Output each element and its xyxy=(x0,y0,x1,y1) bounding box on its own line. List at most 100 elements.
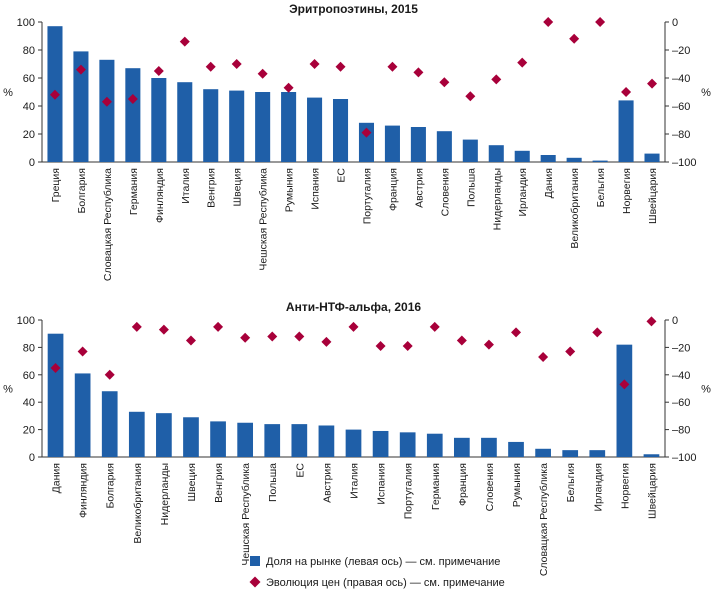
price-marker-8 xyxy=(267,331,278,342)
bar-21 xyxy=(592,160,608,162)
category-label: Болгария xyxy=(105,463,117,508)
price-marker-11 xyxy=(335,61,346,72)
legend-bar-swatch xyxy=(250,556,260,566)
bar-11 xyxy=(332,99,349,162)
left-tick-label: 0 xyxy=(29,157,35,169)
price-marker-0 xyxy=(49,89,60,100)
left-tick-label: 60 xyxy=(23,370,35,382)
category-label: Ирландия xyxy=(592,463,604,511)
left-tick-label: 40 xyxy=(23,101,35,113)
bar-8 xyxy=(264,424,281,457)
price-marker-3 xyxy=(127,94,138,104)
bar-19 xyxy=(540,155,556,162)
category-label: Португалия xyxy=(361,168,373,224)
left-tick-label: 100 xyxy=(17,315,35,327)
category-label: Швейцария xyxy=(647,168,659,224)
category-label: Бельгия xyxy=(595,168,607,207)
category-label: Франция xyxy=(457,463,469,506)
bar-14 xyxy=(426,433,443,457)
legend: Доля на рынке (левая ось) — см. примечан… xyxy=(249,556,505,589)
price-marker-22 xyxy=(646,316,657,327)
category-label: Италия xyxy=(180,168,192,204)
bar-19 xyxy=(562,450,579,457)
price-marker-23 xyxy=(647,78,658,89)
price-marker-2 xyxy=(104,369,115,380)
right-tick-label: –60 xyxy=(672,101,690,113)
price-marker-10 xyxy=(321,336,332,347)
category-label: Польша xyxy=(465,168,477,207)
bar-3 xyxy=(125,68,141,162)
bar-20 xyxy=(589,450,606,457)
category-label: Великобритания xyxy=(569,168,581,249)
category-label: ЕС xyxy=(336,168,348,183)
bar-5 xyxy=(183,417,199,457)
bar-16 xyxy=(481,437,497,457)
price-marker-3 xyxy=(131,321,142,332)
bar-16 xyxy=(462,139,478,162)
bar-2 xyxy=(99,59,115,162)
left-tick-label: 80 xyxy=(23,45,35,57)
category-label: ЕС xyxy=(294,463,306,478)
category-label: Португалия xyxy=(403,463,415,519)
category-label: Словения xyxy=(439,168,451,216)
category-label: Австрия xyxy=(321,463,333,503)
bar-9 xyxy=(291,424,308,457)
left-tick-label: 40 xyxy=(23,397,35,409)
price-marker-21 xyxy=(595,17,606,27)
bar-7 xyxy=(229,90,245,162)
category-label: Словацкая Республика xyxy=(538,463,550,576)
bar-23 xyxy=(644,153,660,162)
chart-erythropoietins: Эритропоэтины, 2015 0 20 40 60 80 100 –100 –80 –6… xyxy=(3,2,711,281)
bar-11 xyxy=(345,429,362,457)
category-label: Нидерланды xyxy=(159,463,171,525)
legend-marker-swatch xyxy=(249,576,261,588)
category-label: Нидерланды xyxy=(491,168,503,230)
price-marker-9 xyxy=(283,82,294,93)
left-tick-label: 60 xyxy=(23,73,35,85)
price-marker-19 xyxy=(565,346,576,357)
price-marker-15 xyxy=(439,77,450,88)
category-label: Испания xyxy=(310,168,322,210)
right-tick-label: –20 xyxy=(672,45,690,57)
price-marker-4 xyxy=(153,66,164,76)
right-tick-label: –80 xyxy=(672,425,690,437)
bar-10 xyxy=(318,425,335,457)
bar-14 xyxy=(410,127,426,162)
right-axis-label: % xyxy=(701,87,711,99)
price-marker-12 xyxy=(361,127,372,138)
category-label: Германия xyxy=(430,463,442,510)
right-tick-label: –100 xyxy=(672,157,696,169)
bar-18 xyxy=(514,150,530,162)
price-marker-9 xyxy=(294,331,305,342)
bar-17 xyxy=(508,441,524,457)
price-marker-2 xyxy=(101,96,112,107)
bar-17 xyxy=(488,145,504,162)
category-label: Финляндия xyxy=(154,168,166,223)
price-marker-20 xyxy=(592,327,603,338)
bar-20 xyxy=(566,157,582,162)
left-tick-label: 100 xyxy=(17,17,35,29)
category-label: Бельгия xyxy=(565,463,577,502)
category-label: Испания xyxy=(376,463,388,505)
price-marker-17 xyxy=(511,327,522,338)
category-label: Румыния xyxy=(284,168,296,212)
right-tick-label: –100 xyxy=(672,452,696,464)
price-marker-5 xyxy=(179,36,190,47)
bar-2 xyxy=(101,391,118,457)
bar-15 xyxy=(453,437,470,457)
legend-label: Эволюция цен (правая ось) — см. примечан… xyxy=(266,577,505,589)
right-tick-label: –40 xyxy=(672,370,690,382)
category-label: Франция xyxy=(387,168,399,211)
price-marker-5 xyxy=(185,335,196,346)
category-label: Польша xyxy=(267,463,279,502)
category-label: Дания xyxy=(543,168,555,198)
bar-12 xyxy=(372,430,389,457)
left-tick-label: 20 xyxy=(23,425,35,437)
price-marker-1 xyxy=(77,346,88,357)
category-label: Великобритания xyxy=(132,463,144,544)
right-axis-label: % xyxy=(701,384,711,396)
right-tick-label: –80 xyxy=(672,129,690,141)
right-tick-label: –40 xyxy=(672,73,690,85)
category-label: Словения xyxy=(484,463,496,511)
